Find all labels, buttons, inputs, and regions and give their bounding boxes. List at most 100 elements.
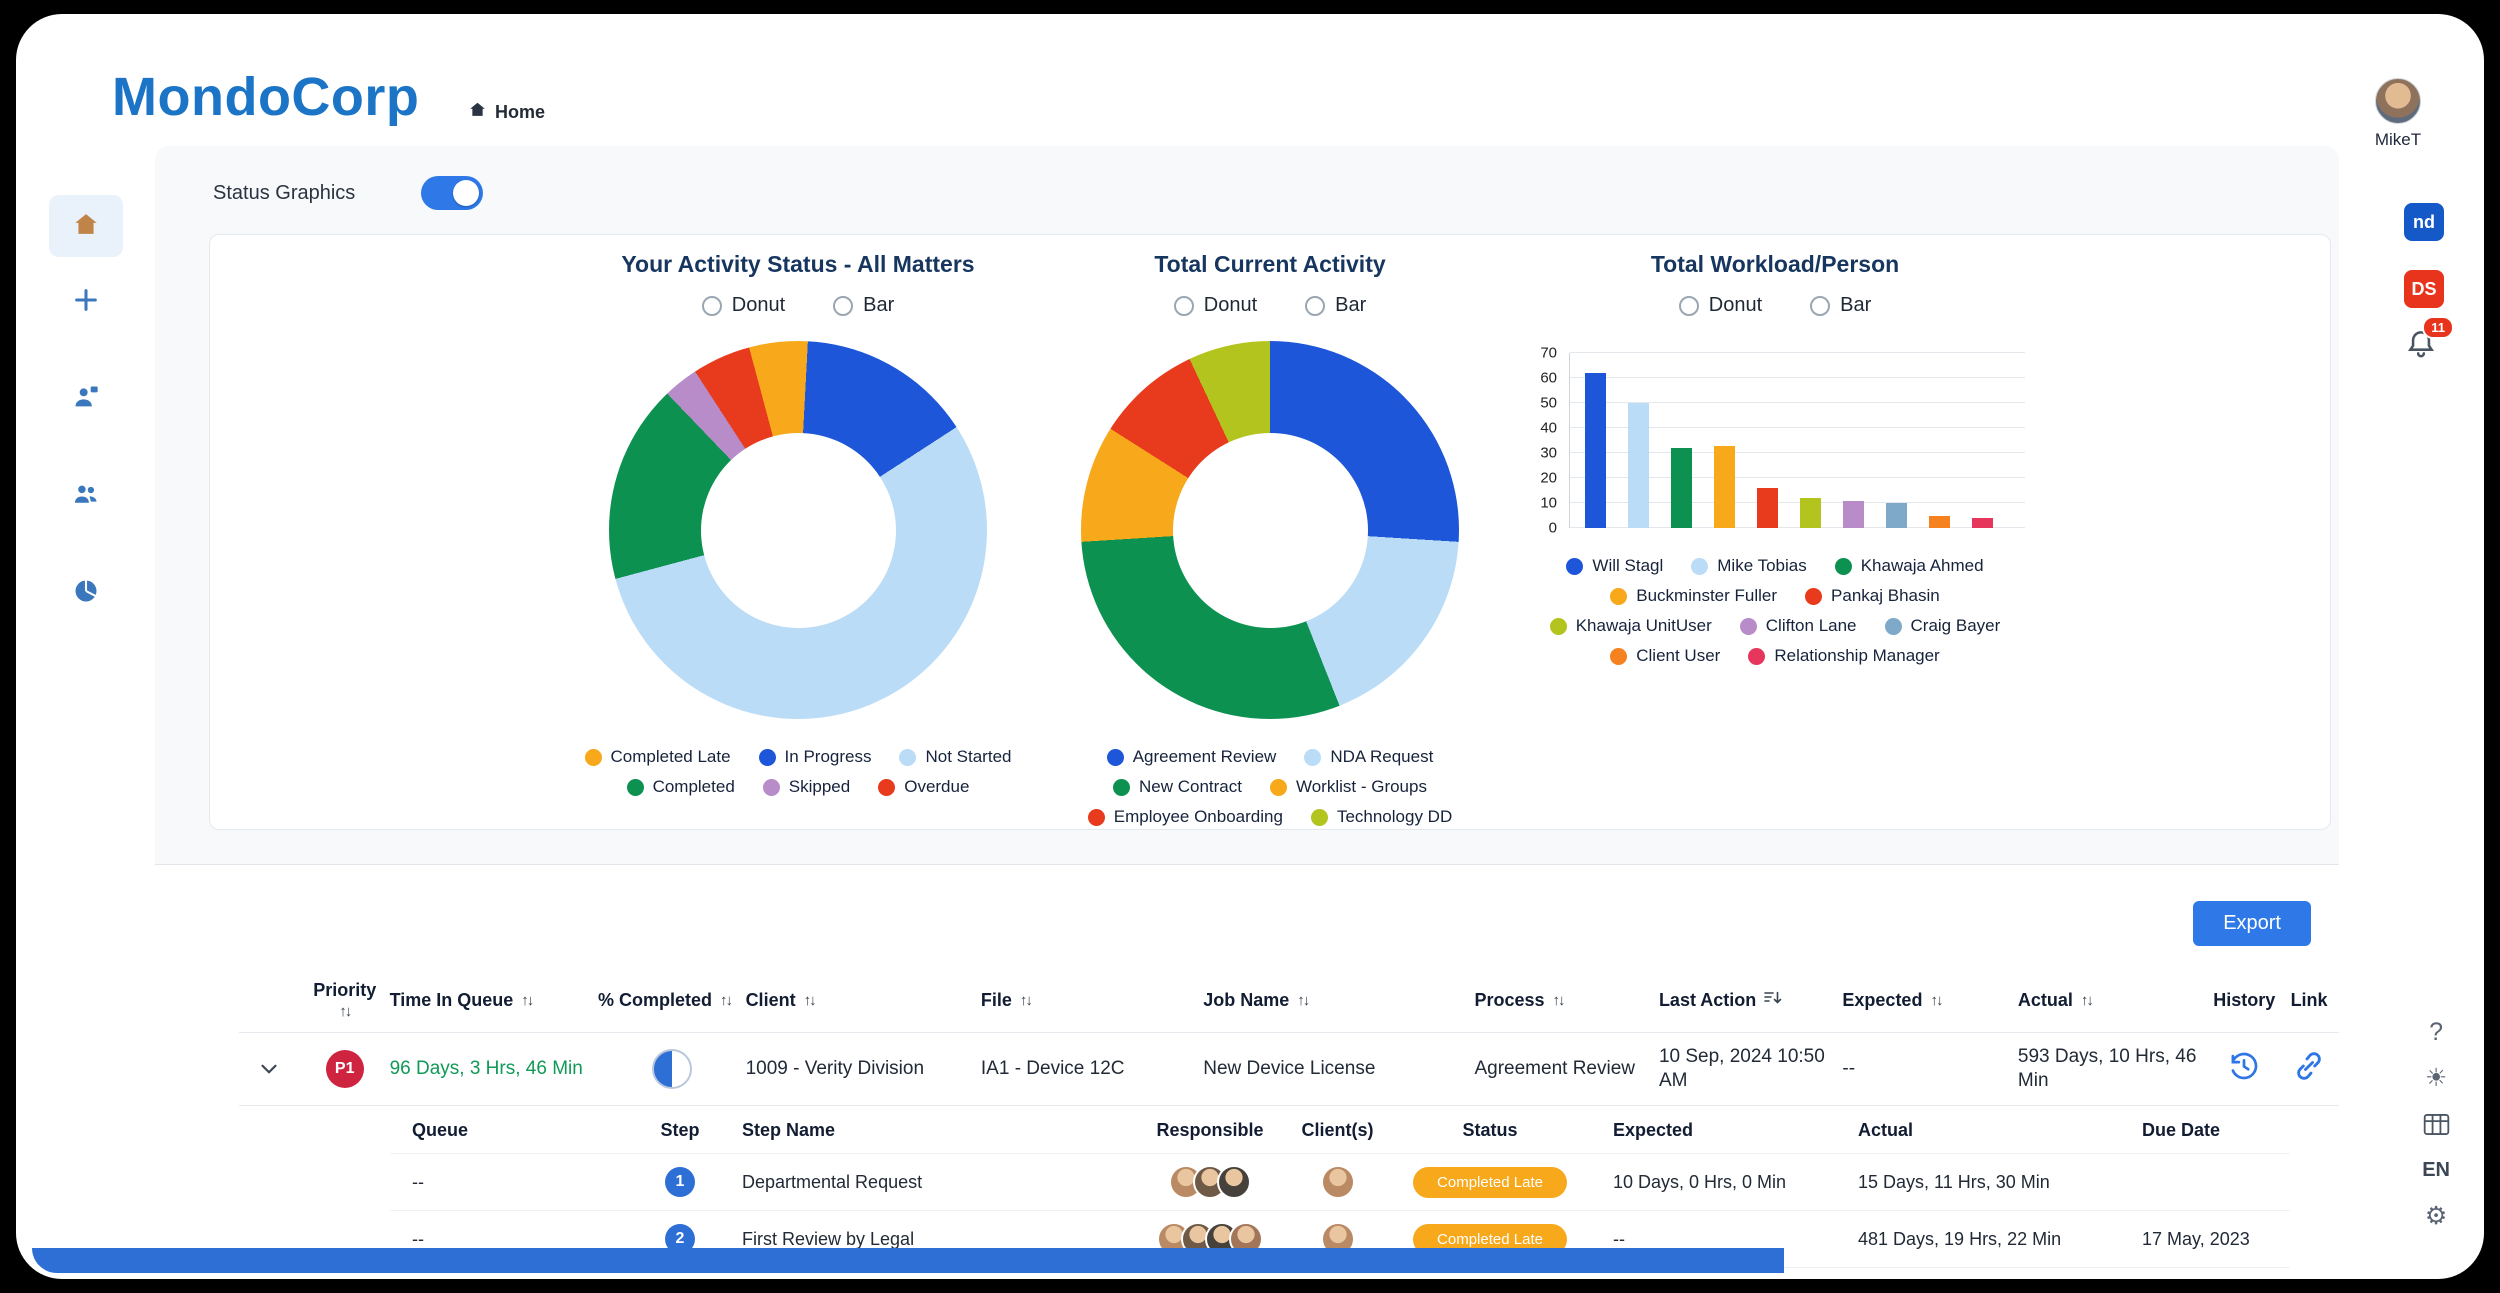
legend-item[interactable]: Khawaja UnitUser (1549, 616, 1712, 636)
gridline (1570, 452, 2025, 453)
footer-accent-bar (32, 1248, 1784, 1273)
chart-title: Your Activity Status - All Matters (621, 251, 975, 277)
history-button[interactable] (2209, 1048, 2279, 1091)
legend-item[interactable]: Completed (626, 777, 735, 797)
legend-item[interactable]: Worklist - Groups (1269, 777, 1427, 797)
sort-icon: ↑↓ (1297, 991, 1310, 1009)
legend-item[interactable]: Will Stagl (1566, 556, 1663, 576)
header-process[interactable]: Process ↑↓ (1474, 990, 1658, 1011)
header-last-action[interactable]: Last Action (1659, 990, 1842, 1011)
legend-item[interactable]: Relationship Manager (1748, 646, 1940, 666)
legend-item[interactable]: Clifton Lane (1739, 616, 1857, 636)
header-job-name[interactable]: Job Name ↑↓ (1203, 990, 1474, 1011)
export-button[interactable]: Export (2193, 901, 2311, 946)
job-name-cell: New Device License (1203, 1058, 1376, 1079)
file-cell: IA1 - Device 12C (980, 1058, 1125, 1079)
sidebar-item-jobs[interactable] (49, 368, 123, 430)
language-button[interactable]: EN (2422, 1159, 2450, 1181)
gridline (1570, 352, 2025, 353)
radio-donut[interactable]: Donut (1678, 294, 1762, 317)
bar[interactable] (1757, 487, 1778, 528)
row-expand-button[interactable] (239, 1056, 300, 1082)
legend-swatch (758, 748, 776, 766)
bar[interactable] (1628, 403, 1649, 528)
sidebar-item-add[interactable] (49, 271, 123, 333)
header-priority[interactable]: Priority ↑↓ (300, 980, 390, 1020)
avatar[interactable] (1217, 1165, 1251, 1199)
process-cell: Agreement Review (1474, 1058, 1635, 1079)
sidebar-item-analytics[interactable] (49, 562, 123, 624)
legend-label: Not Started (925, 747, 1012, 766)
gridline (1570, 402, 2025, 403)
status-toggle[interactable] (421, 176, 484, 210)
history-icon (2226, 1048, 2262, 1091)
legend-item[interactable]: Agreement Review (1106, 747, 1276, 767)
avatar[interactable] (1320, 1165, 1355, 1199)
legend-swatch (1748, 647, 1766, 665)
donut-chart[interactable] (609, 341, 987, 719)
table-row[interactable]: P1 96 Days, 3 Hrs, 46 Min 1009 - Verity … (239, 1032, 2339, 1106)
radio-circle-icon (1173, 295, 1194, 316)
radio-circle-icon (833, 295, 854, 316)
bar[interactable] (1800, 498, 1821, 528)
radio-bar[interactable]: Bar (1810, 294, 1871, 317)
radio-donut[interactable]: Donut (701, 294, 785, 317)
header-client[interactable]: Client ↑↓ (746, 990, 981, 1011)
header-actual[interactable]: Actual ↑↓ (2018, 990, 2209, 1011)
legend-item[interactable]: New Contract (1113, 777, 1242, 797)
radio-label: Bar (1335, 294, 1367, 316)
help-button[interactable]: ? (2429, 1018, 2444, 1046)
radio-bar[interactable]: Bar (833, 294, 894, 317)
legend-item[interactable]: Not Started (899, 747, 1011, 767)
theme-sun-icon[interactable]: ☀ (2424, 1064, 2448, 1092)
legend-item[interactable]: Completed Late (584, 747, 731, 767)
sidebar-item-teams[interactable] (49, 465, 123, 527)
legend-item[interactable]: Mike Tobias (1691, 556, 1807, 576)
header-file[interactable]: File ↑↓ (981, 990, 1203, 1011)
bar[interactable] (1671, 448, 1692, 528)
legend-item[interactable]: Pankaj Bhasin (1805, 586, 1940, 606)
home-icon (72, 210, 100, 243)
legend-item[interactable]: Technology DD (1310, 807, 1452, 827)
ds-app-badge[interactable]: DS (2404, 270, 2444, 308)
donut-hole (1172, 432, 1368, 628)
legend-item[interactable]: Buckminster Fuller (1610, 586, 1777, 606)
left-nav (16, 195, 156, 624)
notifications-button[interactable]: 11 (2404, 316, 2454, 366)
legend-item[interactable]: NDA Request (1304, 747, 1433, 767)
legend-item[interactable]: Overdue (878, 777, 969, 797)
legend-item[interactable]: Craig Bayer (1884, 616, 2000, 636)
legend-item[interactable]: In Progress (758, 747, 871, 767)
legend-item[interactable]: Client User (1610, 646, 1720, 666)
header-label: History (2213, 989, 2276, 1010)
bar[interactable] (1929, 515, 1950, 528)
legend-label: Skipped (788, 777, 851, 796)
bar[interactable] (1585, 372, 1606, 528)
link-button[interactable] (2279, 1049, 2339, 1090)
legend-item[interactable]: Employee Onboarding (1087, 807, 1283, 827)
nd-app-badge[interactable]: nd (2404, 203, 2444, 241)
legend-item[interactable]: Skipped (762, 777, 851, 797)
bar[interactable] (1972, 518, 1993, 528)
radio-label: Bar (1840, 294, 1872, 316)
sidebar-item-home[interactable] (49, 195, 123, 257)
radio-bar[interactable]: Bar (1305, 294, 1366, 317)
bar[interactable] (1843, 500, 1864, 528)
user-avatar[interactable] (2375, 78, 2421, 124)
brand-logo[interactable]: MondoCorp (112, 67, 420, 127)
table-view-icon[interactable] (2423, 1109, 2450, 1139)
radio-donut[interactable]: Donut (1173, 294, 1257, 317)
bar[interactable] (1886, 502, 1907, 528)
client-cell: 1009 - Verity Division (745, 1058, 925, 1079)
actual-cell: 15 Days, 11 Hrs, 30 Min (1858, 1171, 2050, 1192)
header-time-in-queue[interactable]: Time In Queue ↑↓ (390, 990, 598, 1011)
step-row[interactable]: -- 1 Departmental Request Completed Late… (390, 1153, 2290, 1210)
legend-item[interactable]: Khawaja Ahmed (1834, 556, 1984, 576)
header-expected[interactable]: Expected ↑↓ (1842, 990, 2018, 1011)
bar[interactable] (1714, 445, 1735, 528)
donut-chart[interactable] (1081, 341, 1459, 719)
header-percent-completed[interactable]: % Completed ↑↓ (598, 990, 746, 1011)
legend-label: Completed (652, 777, 735, 796)
breadcrumb[interactable]: Home (468, 100, 545, 125)
settings-gear-icon[interactable]: ⚙ (2424, 1202, 2448, 1230)
